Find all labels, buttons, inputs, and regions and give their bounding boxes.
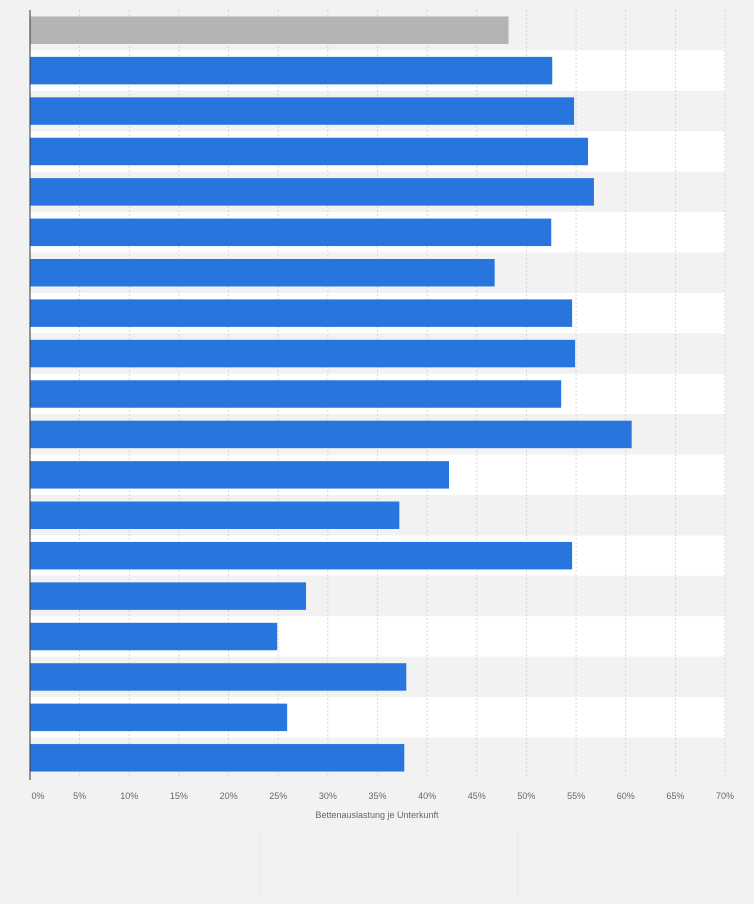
x-tick-label: 15%: [170, 791, 188, 801]
bar-highlight: [30, 16, 509, 44]
x-tick-label: 55%: [567, 791, 585, 801]
bar: [30, 622, 278, 651]
bar: [30, 420, 632, 449]
bars: [30, 16, 632, 772]
bar: [30, 299, 573, 327]
bar: [30, 663, 407, 691]
x-tick-label: 10%: [120, 791, 138, 801]
bar: [30, 582, 307, 610]
bar: [30, 137, 588, 166]
bar: [30, 744, 405, 772]
x-tick-label: 5%: [73, 791, 86, 801]
x-tick-label: 70%: [716, 791, 734, 801]
x-tick-label: 30%: [319, 791, 337, 801]
x-tick-label: 65%: [666, 791, 684, 801]
bar: [30, 56, 553, 85]
x-tick-label: 25%: [269, 791, 287, 801]
x-tick-label: 20%: [220, 791, 238, 801]
x-tick-label: 50%: [517, 791, 535, 801]
bar: [30, 703, 288, 732]
tick-labels: 0% 5% 10% 15% 20% 25% 30% 35% 40% 45% 50% 55% 60% 65%…: [31, 791, 734, 801]
bar: [30, 461, 449, 489]
x-tick-label: 60%: [617, 791, 635, 801]
x-tick-label: 35%: [368, 791, 386, 801]
bar: [30, 178, 594, 206]
bar: [30, 380, 562, 408]
x-tick-label: 0%: [31, 791, 44, 801]
bar: [30, 97, 575, 125]
bar: [30, 501, 400, 530]
x-tick-label: 40%: [418, 791, 436, 801]
footer-divider: [517, 830, 518, 899]
bar: [30, 541, 573, 570]
bar: [30, 258, 495, 287]
bar: [30, 339, 576, 368]
x-axis-label: Bettenauslastung je Unterkunft: [315, 810, 439, 820]
footer-divider: [260, 830, 261, 899]
bar: [30, 218, 552, 247]
x-tick-label: 45%: [468, 791, 486, 801]
